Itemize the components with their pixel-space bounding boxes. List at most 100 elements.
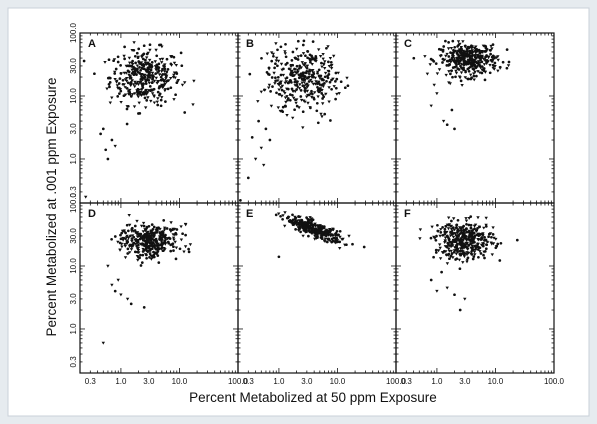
data-point [293, 108, 296, 112]
data-point [163, 242, 167, 246]
data-point [317, 68, 321, 72]
data-point [459, 239, 463, 243]
data-point [470, 246, 474, 250]
data-point [301, 43, 305, 47]
data-point [113, 70, 117, 74]
data-point [139, 69, 142, 72]
data-point [485, 243, 488, 246]
data-point [156, 90, 160, 94]
data-point [283, 52, 287, 56]
data-point [443, 239, 447, 243]
data-point [145, 99, 149, 102]
data-point [289, 79, 293, 83]
data-point [473, 234, 477, 238]
data-point [347, 234, 351, 238]
data-point [133, 224, 137, 228]
data-point [449, 227, 454, 231]
data-point [440, 251, 445, 254]
data-point [289, 65, 293, 69]
data-point [465, 50, 469, 54]
data-point [311, 76, 315, 79]
data-point [445, 64, 449, 67]
data-point [279, 80, 283, 84]
data-point [149, 232, 153, 235]
data-point [278, 81, 282, 84]
data-point [477, 56, 481, 60]
data-point [169, 86, 173, 90]
data-point [338, 229, 342, 233]
data-point [178, 247, 182, 251]
data-point [432, 83, 436, 87]
data-point [183, 222, 188, 226]
data-point [473, 49, 477, 53]
data-point [163, 236, 167, 240]
data-point [152, 87, 156, 91]
data-point [281, 217, 284, 221]
data-point [446, 47, 451, 51]
data-point [119, 293, 123, 297]
data-point [320, 115, 324, 119]
data-point [130, 68, 134, 72]
data-point [175, 228, 179, 231]
data-point [467, 77, 470, 81]
data-point [443, 58, 447, 62]
data-point [311, 40, 315, 43]
data-point [467, 223, 471, 227]
data-point [476, 70, 480, 73]
data-point [169, 55, 173, 58]
data-point [478, 51, 482, 55]
data-point [323, 75, 327, 79]
data-point [144, 243, 148, 246]
data-point [282, 90, 286, 94]
data-point [483, 256, 486, 260]
data-point [459, 71, 464, 75]
data-point [477, 234, 481, 238]
data-point [172, 98, 176, 101]
data-point [187, 250, 191, 254]
data-point [493, 61, 497, 65]
data-point [157, 86, 161, 90]
data-point [323, 60, 327, 64]
data-point [457, 238, 460, 242]
data-point [310, 56, 314, 60]
data-point [148, 43, 152, 47]
data-point [326, 69, 330, 73]
data-point [159, 43, 163, 47]
data-point [338, 247, 342, 250]
data-point [313, 76, 317, 80]
data-point [453, 45, 457, 49]
data-point [165, 227, 169, 230]
data-point [239, 199, 242, 202]
data-point [263, 88, 267, 92]
data-point [128, 243, 132, 247]
data-point [129, 95, 133, 98]
data-point [276, 79, 280, 83]
data-point [298, 64, 302, 68]
data-point [144, 234, 147, 238]
data-point [176, 80, 180, 84]
data-point [447, 239, 451, 243]
data-point [486, 240, 489, 244]
data-point [449, 72, 452, 76]
data-point [308, 106, 312, 109]
data-point [161, 67, 164, 71]
data-point [171, 242, 175, 246]
data-point [122, 71, 126, 75]
data-point [134, 242, 138, 246]
data-point [160, 84, 164, 87]
data-point [140, 55, 144, 59]
data-point [325, 79, 328, 83]
data-point [174, 257, 178, 261]
data-point [457, 62, 461, 66]
data-point [279, 62, 284, 66]
data-point [446, 241, 450, 245]
data-point [172, 238, 176, 242]
data-point [141, 78, 144, 81]
data-point [120, 231, 124, 235]
data-point [454, 71, 459, 75]
data-point [283, 91, 287, 95]
data-point [462, 238, 465, 241]
data-point [118, 77, 122, 80]
panel-f: F 0.3 1.0 3.0 10.0 100.0 [395, 202, 565, 386]
data-point [250, 136, 254, 139]
